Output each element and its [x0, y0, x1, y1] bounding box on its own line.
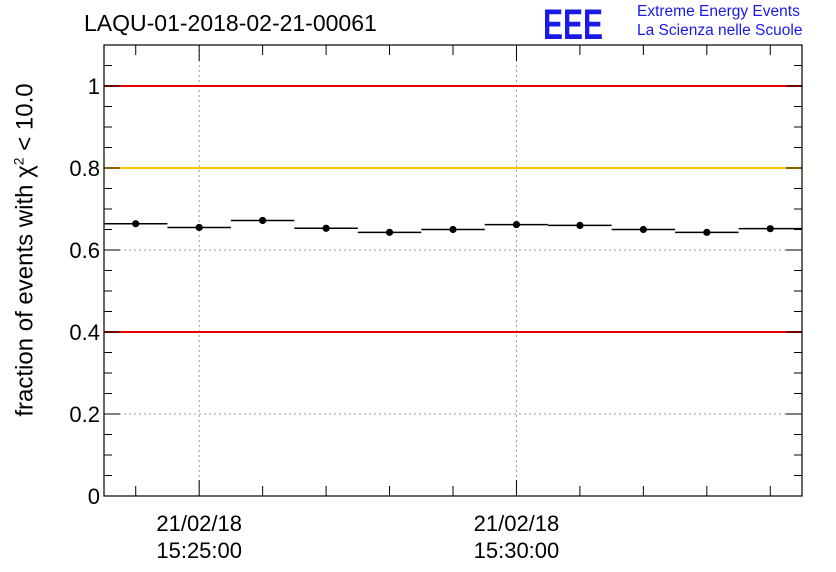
x-tick-label-time: 15:25:00	[156, 538, 242, 563]
data-point	[703, 228, 711, 236]
y-tick-label: 0.6	[69, 238, 100, 263]
eee-logo-icon: EEE	[543, 2, 603, 44]
data-point	[259, 216, 267, 225]
y-tick-label: 0.8	[69, 156, 100, 181]
plot-frame	[103, 44, 803, 497]
y-tick-label: 0	[88, 484, 100, 509]
y-tick-label: 0.4	[69, 320, 100, 345]
y-tick-label: 0.2	[69, 402, 100, 427]
logo-text: Extreme Energy Events La Scienza nelle S…	[637, 2, 802, 40]
data-point	[132, 220, 140, 228]
data-point	[512, 220, 521, 229]
data-point	[576, 221, 584, 229]
data-point	[449, 225, 457, 234]
chart-title: LAQU-01-2018-02-21-00061	[84, 10, 377, 36]
data-point	[639, 225, 647, 234]
y-tick-label: 1	[88, 74, 100, 99]
data-point	[385, 228, 394, 236]
logo-line-2: La Scienza nelle Scuole	[637, 22, 803, 39]
data-point	[195, 223, 203, 232]
data-point	[766, 225, 774, 233]
x-tick-label-date: 21/02/18	[474, 511, 560, 536]
data-point	[322, 224, 330, 232]
x-tick-label-time: 15:30:00	[474, 538, 560, 563]
eee-logo-letters: EEE	[543, 2, 603, 44]
logo-line-1: Extreme Energy Events	[637, 3, 800, 20]
x-tick-label-date: 21/02/18	[156, 511, 242, 536]
